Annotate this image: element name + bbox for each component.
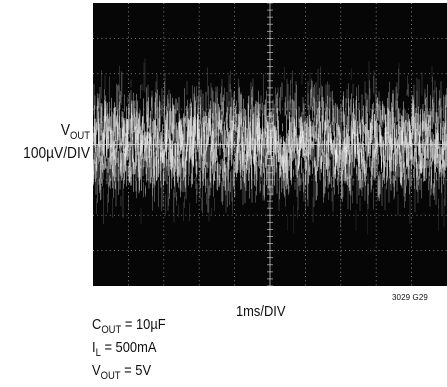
y-axis-signal-label: VOUT xyxy=(13,122,90,145)
cond-main: V xyxy=(92,362,101,379)
test-conditions: COUT = 10µF IL = 500mA VOUT = 5V xyxy=(92,316,166,385)
x-axis-scale-label: 1ms/DIV xyxy=(236,303,286,320)
cond-sub: L xyxy=(95,347,101,359)
condition-line-1: IL = 500mA xyxy=(92,339,166,362)
y-axis-scale-label: 100µV/DIV xyxy=(23,145,91,162)
condition-line-2: VOUT = 5V xyxy=(92,362,166,385)
cond-value: = 10µF xyxy=(121,316,166,333)
condition-line-0: COUT = 10µF xyxy=(92,316,166,339)
scope-screen xyxy=(93,3,447,286)
cond-sub: OUT xyxy=(100,370,121,382)
y-label-sub: OUT xyxy=(70,130,90,142)
cond-main: I xyxy=(92,339,96,356)
y-label-main: V xyxy=(60,122,71,139)
cond-main: C xyxy=(92,316,102,333)
figure-id: 3029 G29 xyxy=(392,293,428,302)
y-axis-label: VOUT 100µV/DIV xyxy=(13,122,90,163)
noise-band xyxy=(93,58,447,235)
cond-value: = 500mA xyxy=(100,339,157,356)
cond-sub: OUT xyxy=(101,324,122,336)
cond-value: = 5V xyxy=(120,362,152,379)
oscilloscope-plot xyxy=(93,3,447,286)
